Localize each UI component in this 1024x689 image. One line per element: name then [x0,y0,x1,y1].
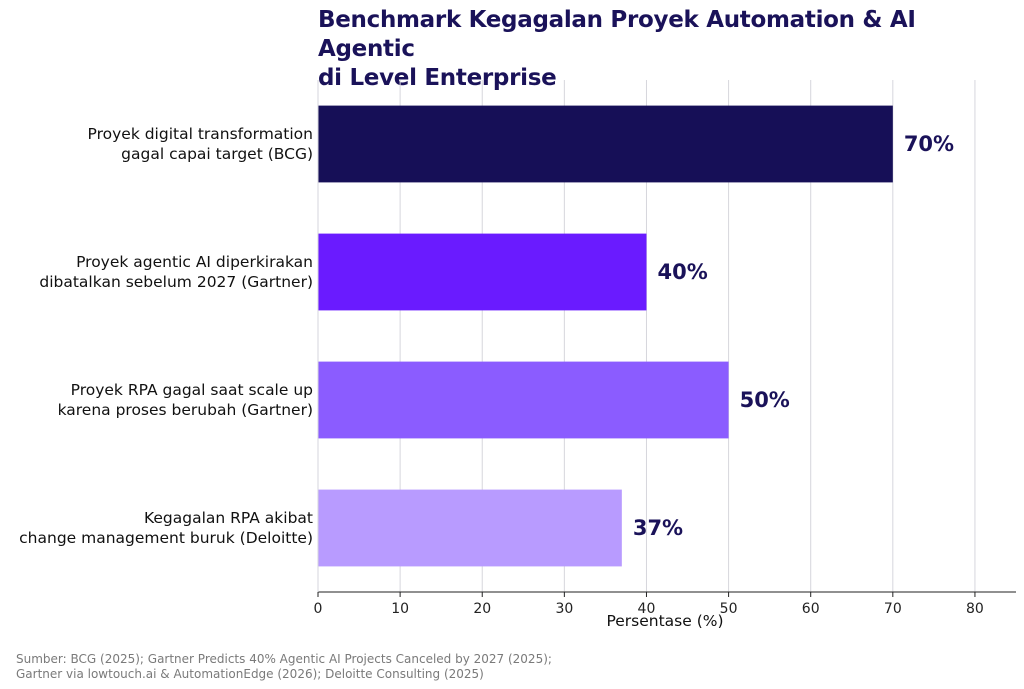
x-tick-label-3: 30 [555,601,573,617]
chart-title-line-1: Benchmark Kegagalan Proyek Automation & … [318,7,916,62]
bar-0 [318,105,893,183]
category-label-3-0: Kegagalan RPA akibat [144,509,313,527]
x-tick-label-1: 10 [391,601,409,617]
x-tick-label-7: 70 [884,601,902,617]
data-label-3: 37% [633,516,683,540]
x-tick-label-4: 40 [638,601,656,617]
x-tick-label-0: 0 [314,601,323,617]
data-label-2: 50% [740,388,790,412]
bar-3 [318,489,622,567]
data-label-1: 40% [657,260,707,284]
bar-1 [318,233,647,311]
x-tick-label-2: 20 [473,601,491,617]
data-label-0: 70% [904,132,954,156]
category-label-2-1: karena proses berubah (Gartner) [58,401,313,419]
category-label-1-1: dibatalkan sebelum 2027 (Gartner) [39,273,313,291]
x-axis-title: Persentase (%) [606,612,723,630]
source-note: Sumber: BCG (2025); Gartner Predicts 40%… [16,652,552,682]
category-label-1-0: Proyek agentic AI diperkirakan [76,253,313,271]
chart-title: Benchmark Kegagalan Proyek Automation & … [318,6,1018,93]
source-line-1: Sumber: BCG (2025); Gartner Predicts 40%… [16,652,552,666]
category-label-0-0: Proyek digital transformation [88,125,313,143]
category-label-3-1: change management buruk (Deloitte) [19,529,313,547]
x-tick-label-5: 50 [720,601,738,617]
category-label-2-0: Proyek RPA gagal saat scale up [71,381,313,399]
x-tick-label-6: 60 [802,601,820,617]
source-line-2: Gartner via lowtouch.ai & AutomationEdge… [16,667,484,681]
chart-title-line-2: di Level Enterprise [318,65,557,91]
x-tick-label-8: 80 [966,601,984,617]
category-label-0-1: gagal capai target (BCG) [121,145,313,163]
bar-2 [318,361,729,439]
